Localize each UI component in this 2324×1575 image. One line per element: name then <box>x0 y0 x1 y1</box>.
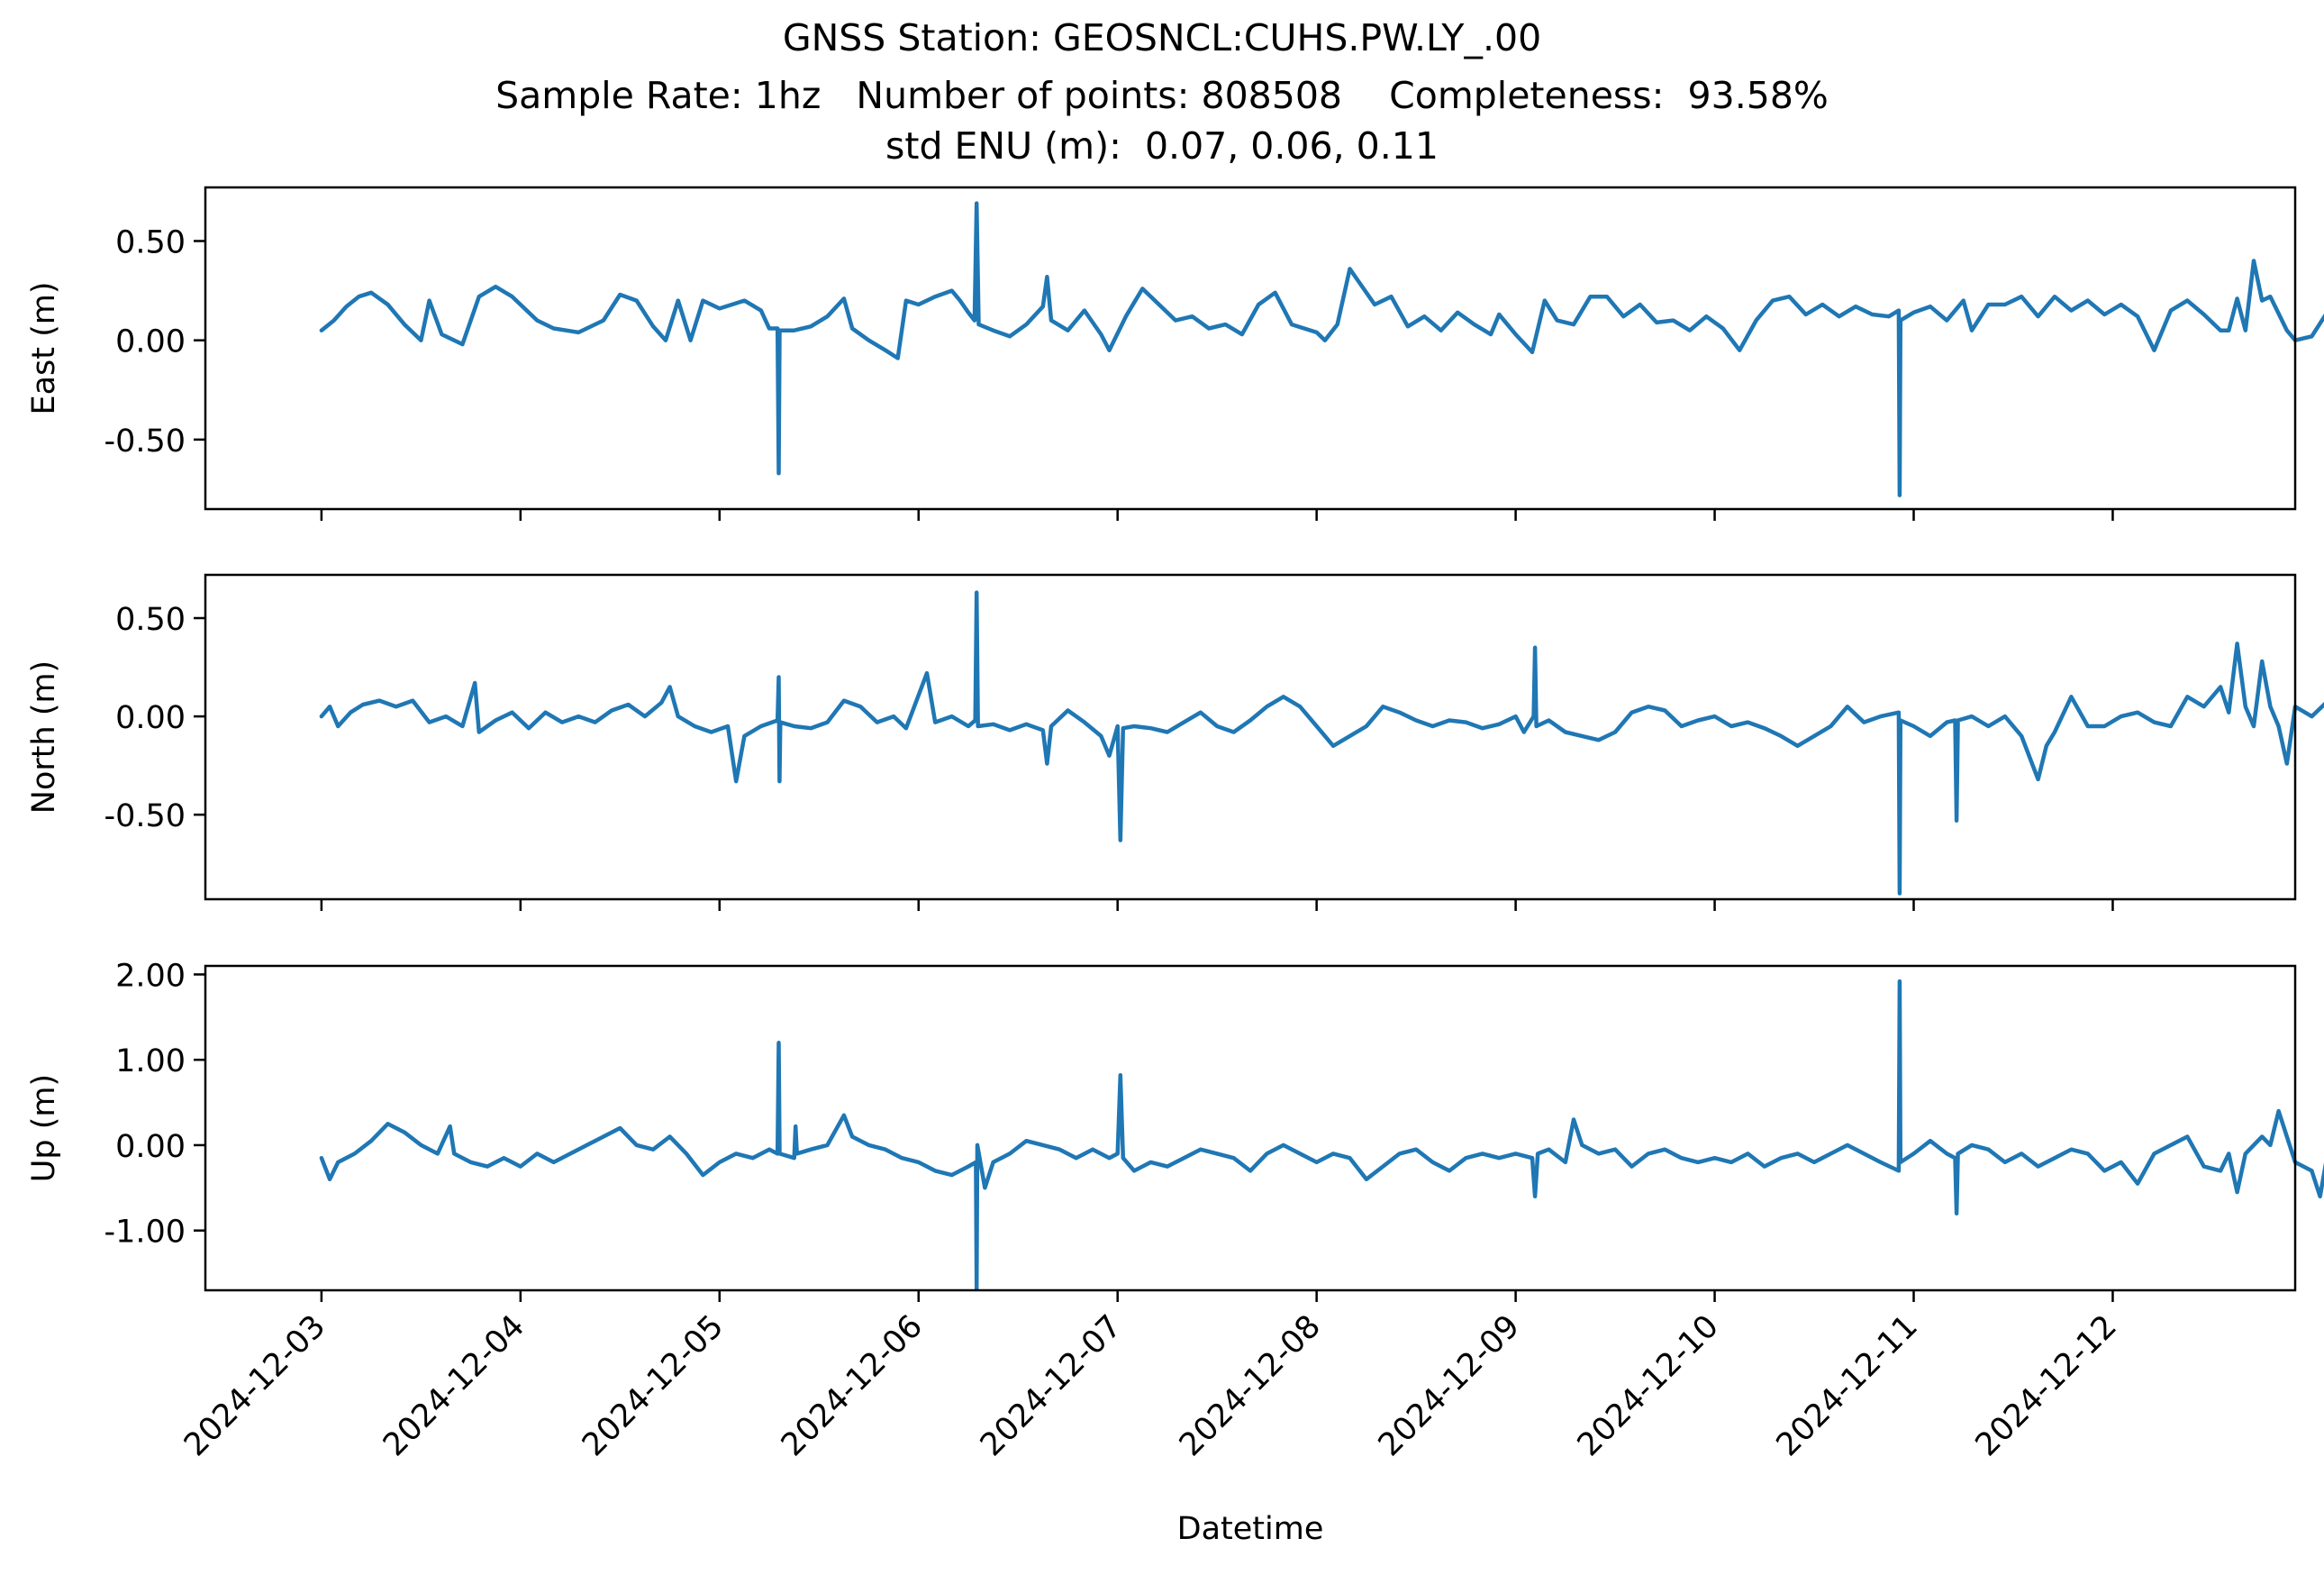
ylabel-2: Up (m) <box>26 1074 62 1182</box>
xtick-label-1: 2024-12-04 <box>377 1308 531 1463</box>
xtick-label-9: 2024-12-12 <box>1969 1308 2124 1463</box>
axes-frame-2 <box>204 964 2297 1292</box>
series-line-2-0 <box>319 979 2324 1291</box>
chart-title-station: GNSS Station: GEOSNCL:CUHS.PW.LY_.00 <box>782 16 1542 59</box>
ytick-label-0-2: -0.50 <box>104 423 186 460</box>
xlabel: Datetime <box>1177 1511 1324 1547</box>
axes-frame-1 <box>204 573 2297 901</box>
xtick-label-8: 2024-12-11 <box>1770 1308 1925 1463</box>
xtick-label-5: 2024-12-08 <box>1173 1308 1328 1463</box>
xtick-label-0: 2024-12-03 <box>177 1308 332 1463</box>
ylabel-1: North (m) <box>26 660 62 814</box>
xtick-label-3: 2024-12-06 <box>775 1308 930 1463</box>
ytick-label-1-0: 0.50 <box>115 602 186 638</box>
xtick-label-2: 2024-12-05 <box>576 1308 731 1463</box>
ytick-label-2-3: -1.00 <box>104 1215 186 1251</box>
ylabel-0: East (m) <box>26 281 62 414</box>
series-line-0-0 <box>319 201 2324 497</box>
xtick-label-7: 2024-12-10 <box>1571 1308 1726 1463</box>
ytick-label-1-1: 0.00 <box>115 700 186 736</box>
chart-title-std: std ENU (m): 0.07, 0.06, 0.11 <box>885 124 1439 168</box>
ytick-label-1-2: -0.50 <box>104 798 186 834</box>
series-line-1-0 <box>319 590 2324 896</box>
ytick-label-0-0: 0.50 <box>115 225 186 261</box>
axes-frame-0 <box>204 186 2297 511</box>
xtick-label-6: 2024-12-09 <box>1372 1308 1527 1463</box>
xtick-label-4: 2024-12-07 <box>974 1308 1129 1463</box>
ytick-label-2-2: 0.00 <box>115 1129 186 1165</box>
chart-title-sample-info: Sample Rate: 1hz Number of points: 80850… <box>495 74 1829 117</box>
ytick-label-0-1: 0.00 <box>115 324 186 360</box>
ytick-label-2-0: 2.00 <box>115 958 186 994</box>
ytick-label-2-1: 1.00 <box>115 1043 186 1079</box>
